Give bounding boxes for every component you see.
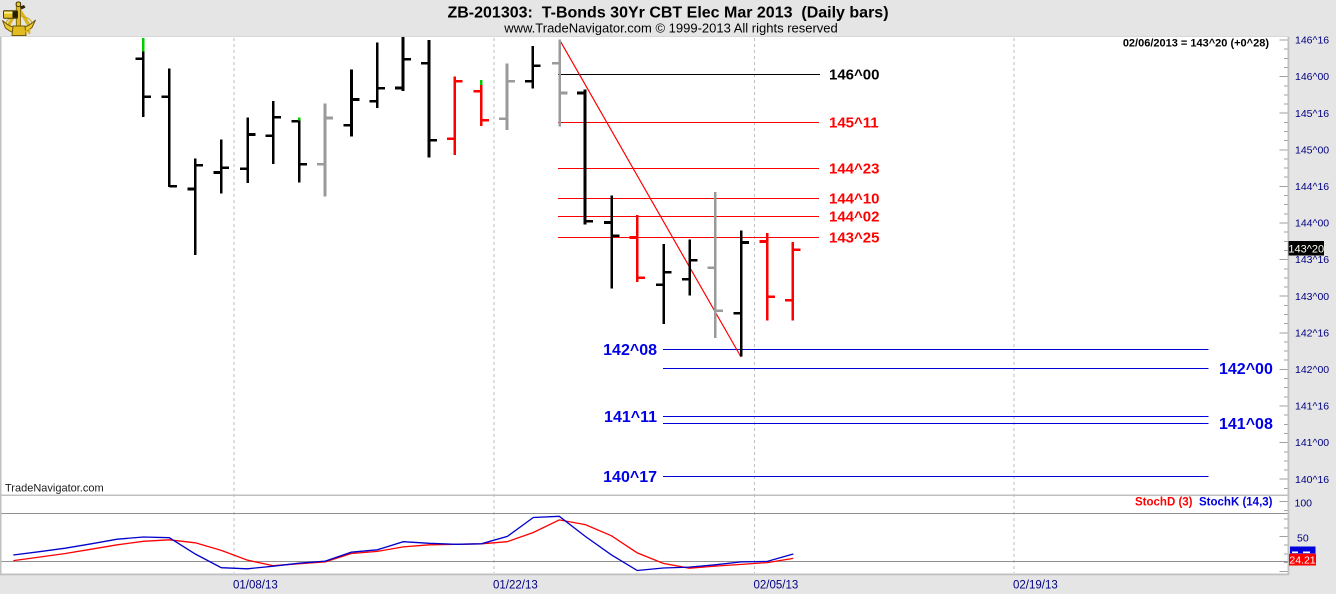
svg-text:143^25: 143^25: [829, 230, 879, 247]
svg-text:145^11: 145^11: [829, 115, 879, 132]
svg-text:146^16: 146^16: [1295, 35, 1329, 47]
svg-text:143^20: 143^20: [1288, 243, 1324, 255]
svg-text:StochK (14,3): StochK (14,3): [1199, 496, 1273, 508]
svg-text:141^08: 141^08: [1219, 416, 1273, 433]
svg-text:100: 100: [1295, 497, 1313, 509]
svg-text:144^02: 144^02: [829, 209, 879, 226]
svg-text:24.21: 24.21: [1289, 554, 1315, 566]
svg-text:TradeNavigator.com: TradeNavigator.com: [5, 483, 104, 495]
svg-text:145^00: 145^00: [1295, 144, 1329, 156]
svg-text:142^08: 142^08: [603, 342, 657, 359]
svg-text:StochD (3): StochD (3): [1135, 496, 1193, 508]
svg-text:144^00: 144^00: [1295, 218, 1329, 230]
svg-text:142^00: 142^00: [1219, 361, 1273, 378]
svg-text:02/05/13: 02/05/13: [754, 580, 799, 592]
svg-text:141^16: 141^16: [1295, 401, 1329, 413]
svg-text:02/06/2013 = 143^20 (+0^28): 02/06/2013 = 143^20 (+0^28): [1123, 37, 1270, 49]
svg-text:140^16: 140^16: [1295, 474, 1329, 486]
svg-text:144^16: 144^16: [1295, 181, 1329, 193]
svg-text:144^10: 144^10: [829, 191, 879, 208]
svg-text:50: 50: [1297, 532, 1309, 544]
svg-text:143^16: 143^16: [1295, 254, 1329, 266]
svg-text:www.TradeNavigator.com © 1999-: www.TradeNavigator.com © 1999-2013 All r…: [503, 21, 838, 36]
svg-text:01/08/13: 01/08/13: [233, 580, 278, 592]
svg-text:02/19/13: 02/19/13: [1013, 580, 1058, 592]
svg-text:145^16: 145^16: [1295, 108, 1329, 120]
svg-text:142^00: 142^00: [1295, 364, 1329, 376]
svg-text:ZB-201303: T-Bonds 30Yr CBT E: ZB-201303: T-Bonds 30Yr CBT Elec Mar 201…: [447, 4, 888, 21]
svg-text:144^23: 144^23: [829, 161, 879, 178]
svg-text:146^00: 146^00: [829, 67, 879, 84]
svg-text:146^00: 146^00: [1295, 71, 1329, 83]
svg-text:01/22/13: 01/22/13: [493, 580, 538, 592]
svg-text:141^11: 141^11: [604, 409, 657, 426]
svg-text:141^00: 141^00: [1295, 437, 1329, 449]
svg-text:142^16: 142^16: [1295, 327, 1329, 339]
svg-text:143^00: 143^00: [1295, 291, 1329, 303]
svg-text:140^17: 140^17: [603, 469, 657, 486]
